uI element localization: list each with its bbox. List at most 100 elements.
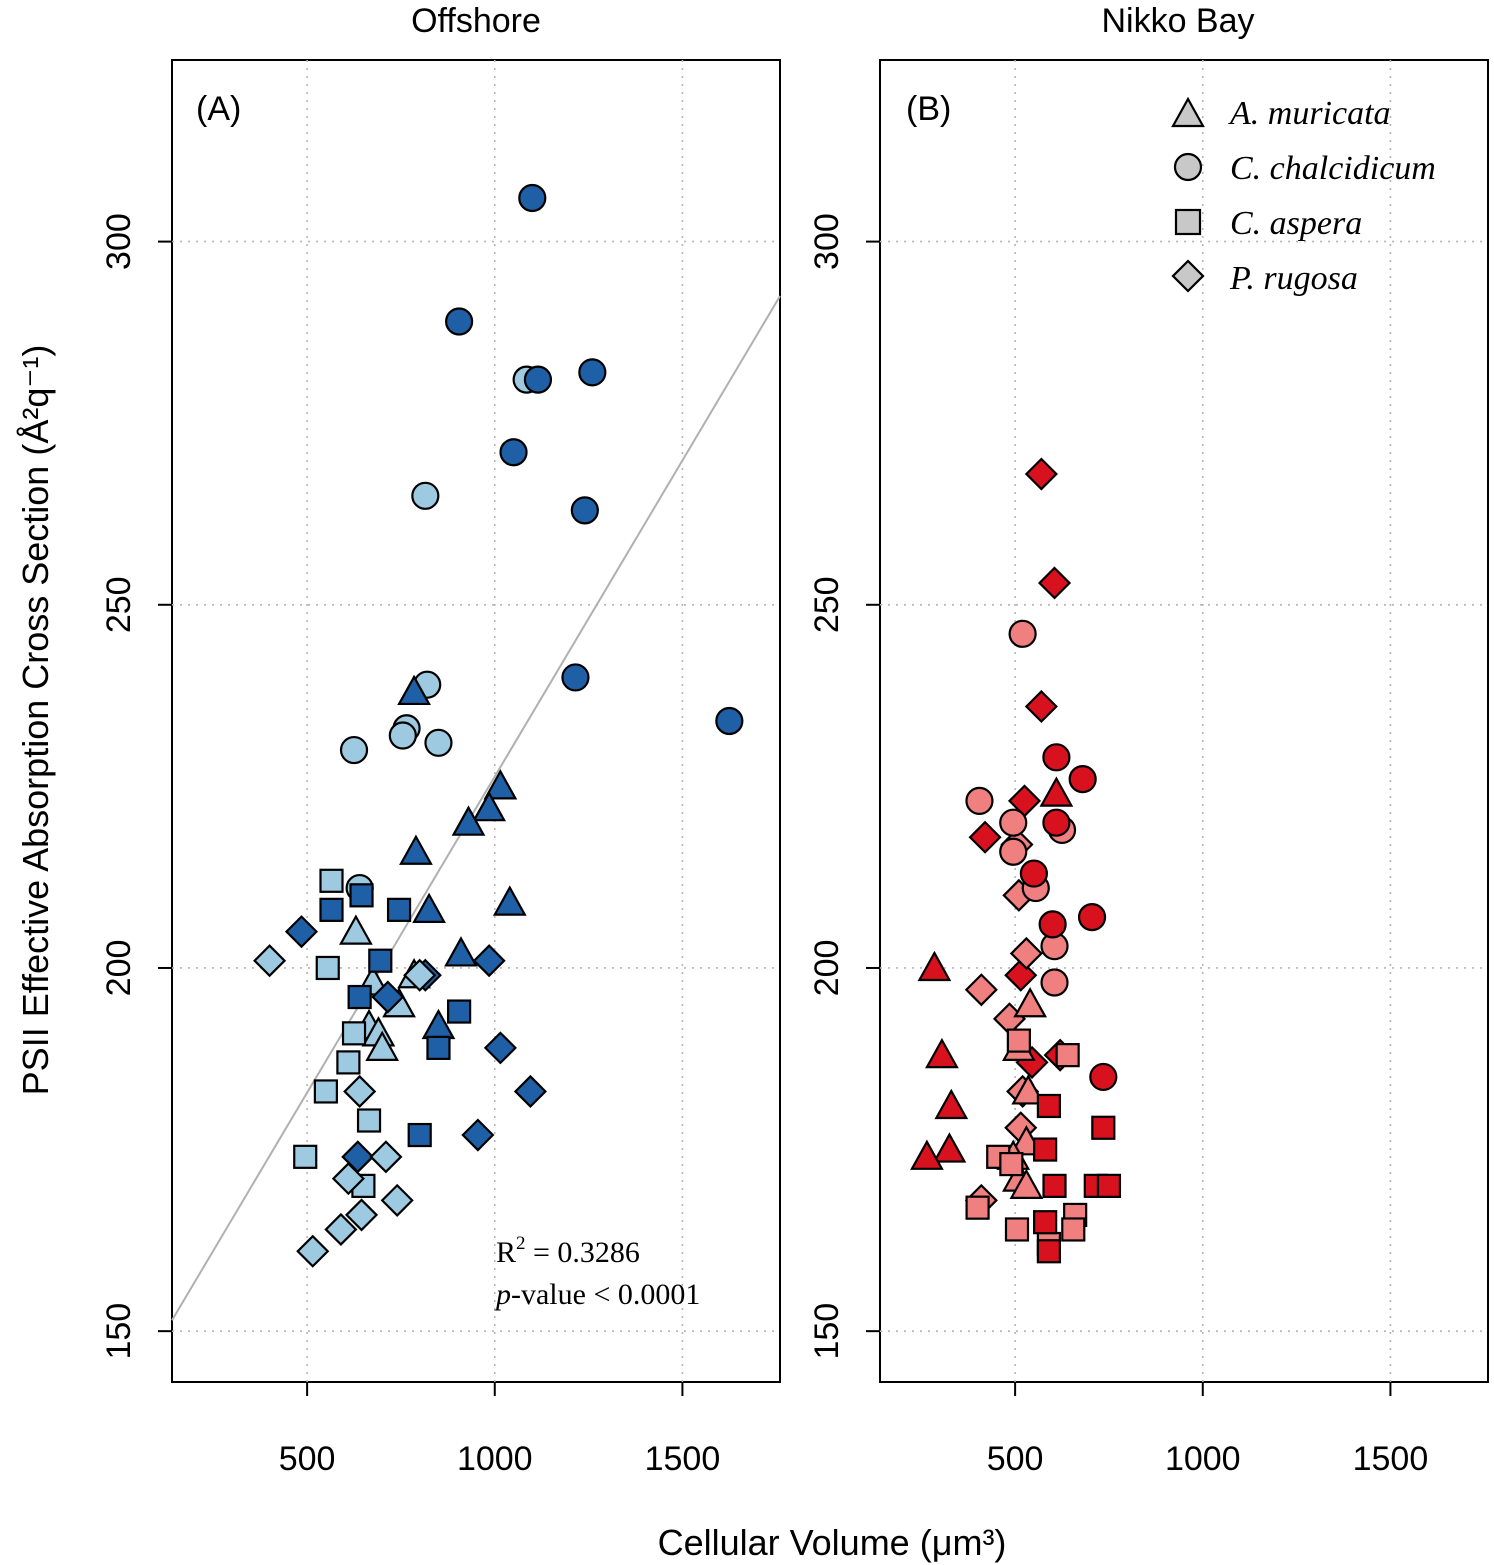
point-c-aspera-dark <box>447 999 472 1024</box>
legend-circle-icon <box>1173 152 1203 182</box>
point-p-rugosa-light <box>253 944 287 978</box>
panel-a-points <box>253 183 744 1268</box>
y-axis-label-text: PSII Effective Absorption Cross Section <box>15 466 56 1096</box>
panel-b-points <box>910 457 1122 1264</box>
point-c-chalcidicum-light <box>999 808 1028 837</box>
panel-a-label: (A) <box>196 90 241 128</box>
point-c-aspera-dark <box>1091 1115 1116 1140</box>
point-a-muricata-light <box>1011 1074 1046 1105</box>
point-a-muricata-dark <box>397 674 431 706</box>
point-c-chalcidicum-dark <box>570 496 599 525</box>
legend-label-c-chalcidicum: C. chalcidicum <box>1230 150 1436 187</box>
point-a-muricata-dark <box>483 769 518 800</box>
point-p-rugosa-light <box>324 1212 358 1247</box>
panel-nikko-bay: 500 1000 1500 150 200 250 300 Nikko Bay (B) A.… <box>808 2 1489 1478</box>
point-c-chalcidicum-dark <box>1038 910 1067 939</box>
y-tick-label: 300 <box>100 213 138 270</box>
point-a-muricata-dark <box>472 790 507 822</box>
r-squared-exponent: 2 <box>516 1233 526 1254</box>
point-p-rugosa-dark <box>1037 566 1072 600</box>
point-a-muricata-dark <box>1039 776 1074 807</box>
point-c-aspera-dark <box>1036 1239 1061 1264</box>
point-c-aspera-light <box>313 1079 338 1104</box>
legend: A. muricata C. chalcidicum C. aspera P. … <box>1171 95 1436 297</box>
point-c-chalcidicum-dark <box>715 706 744 736</box>
point-p-rugosa-dark <box>284 915 319 949</box>
y-tick-label: 200 <box>100 940 138 997</box>
point-p-rugosa-dark <box>1024 457 1058 491</box>
r-squared-annotation: R2 = 0.3286 <box>496 1233 640 1269</box>
point-p-rugosa-dark <box>1024 689 1058 724</box>
point-c-aspera-dark <box>1036 1093 1061 1119</box>
panel-a-grid <box>172 60 780 1382</box>
point-c-chalcidicum-light <box>1040 968 1069 997</box>
point-a-muricata-dark <box>925 1037 959 1069</box>
panel-b-grid <box>880 60 1488 1382</box>
legend-diamond-icon <box>1171 259 1205 293</box>
point-p-rugosa-dark <box>472 944 506 978</box>
point-c-aspera-dark <box>1033 1137 1058 1162</box>
point-a-muricata-light <box>1013 987 1047 1018</box>
point-a-muricata-dark <box>399 834 433 865</box>
panel-a-ticks: 500 1000 1500 150 200 250 300 <box>100 213 720 1478</box>
panel-b-title: Nikko Bay <box>1101 2 1254 40</box>
point-c-chalcidicum-light <box>411 481 440 510</box>
point-a-muricata-dark <box>934 1088 969 1120</box>
legend-label-a-muricata: A. muricata <box>1228 95 1391 132</box>
legend-label-c-aspera: C. aspera <box>1230 205 1362 242</box>
point-c-chalcidicum-dark <box>1042 743 1071 772</box>
point-p-rugosa-light <box>331 1162 365 1196</box>
panel-b-frame <box>879 59 1489 1383</box>
x-axis-label-text: Cellular Volume <box>658 1522 910 1563</box>
point-c-aspera-light <box>1055 1043 1080 1068</box>
point-c-chalcidicum-light <box>965 786 994 816</box>
point-c-chalcidicum-dark <box>1089 1062 1118 1092</box>
point-a-muricata-dark <box>917 950 952 982</box>
point-c-chalcidicum-dark <box>1068 765 1097 794</box>
point-c-chalcidicum-dark <box>1077 903 1107 932</box>
panel-a-title: Offshore <box>411 2 541 40</box>
point-p-rugosa-light <box>964 973 998 1007</box>
point-c-chalcidicum-light <box>1008 619 1037 648</box>
x-tick-label: 1000 <box>457 1440 533 1478</box>
point-p-rugosa-light <box>380 1183 414 1217</box>
panel-b-label: (B) <box>906 90 951 128</box>
point-p-rugosa-light <box>1009 936 1043 970</box>
point-c-aspera-light <box>965 1195 990 1220</box>
p-value-annotation: p-value < 0.0001 <box>494 1278 700 1311</box>
panel-a-frame <box>171 59 781 1383</box>
x-axis-label: Cellular Volume (μm³) <box>658 1522 1007 1563</box>
point-c-chalcidicum-dark <box>1019 859 1048 888</box>
point-c-aspera-dark <box>1033 1210 1058 1235</box>
point-a-muricata-light <box>1009 1168 1044 1199</box>
x-tick-label: 1000 <box>1165 1440 1241 1478</box>
legend-triangle-icon <box>1171 96 1205 128</box>
point-c-aspera-dark <box>349 883 374 908</box>
panel-offshore: 500 1000 1500 150 200 250 300 Offshore (A) R2 … <box>100 2 781 1478</box>
point-a-muricata-dark <box>451 805 486 836</box>
point-p-rugosa-dark <box>371 980 405 1014</box>
panel-a-regression <box>171 295 781 1321</box>
point-c-aspera-dark <box>319 897 344 922</box>
point-c-chalcidicum-dark <box>518 183 547 213</box>
y-tick-label: 300 <box>808 213 846 270</box>
legend-square-icon <box>1174 208 1202 236</box>
x-axis-label-unit: (μm³) <box>920 1522 1007 1563</box>
point-a-muricata-light <box>339 914 373 945</box>
y-tick-label: 150 <box>100 1303 138 1360</box>
point-p-rugosa-dark <box>461 1118 495 1152</box>
point-c-aspera-dark <box>407 1122 432 1148</box>
point-c-chalcidicum-light <box>388 721 417 750</box>
point-c-aspera-light <box>336 1050 361 1075</box>
point-c-aspera-light <box>293 1144 318 1169</box>
point-p-rugosa-light <box>403 958 437 992</box>
y-tick-label: 250 <box>808 576 846 633</box>
point-c-chalcidicum-dark <box>445 307 474 336</box>
y-tick-label: 200 <box>808 940 846 997</box>
point-a-muricata-dark <box>412 892 446 923</box>
point-c-chalcidicum-dark <box>523 365 553 394</box>
x-tick-label: 500 <box>279 1440 336 1478</box>
point-c-aspera-light <box>341 1021 367 1046</box>
point-c-aspera-light <box>1004 1217 1030 1242</box>
x-tick-label: 500 <box>987 1440 1044 1478</box>
